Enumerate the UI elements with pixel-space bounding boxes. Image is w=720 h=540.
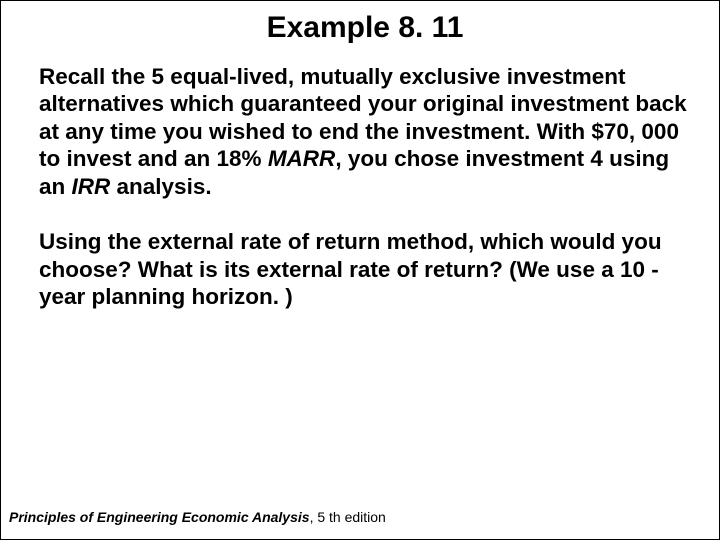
footer: Principles of Engineering Economic Analy… [9, 509, 386, 525]
p1-marr: MARR [268, 146, 336, 171]
paragraph-1: Recall the 5 equal-lived, mutually exclu… [39, 63, 691, 200]
slide-container: Example 8. 11 Recall the 5 equal-lived, … [1, 1, 719, 539]
p1-text-c: analysis. [110, 174, 211, 199]
slide-title: Example 8. 11 [39, 11, 691, 45]
paragraph-2: Using the external rate of return method… [39, 228, 691, 310]
footer-book-title: Principles of Engineering Economic Analy… [9, 509, 310, 525]
p1-irr: IRR [72, 174, 111, 199]
footer-edition: , 5 th edition [310, 509, 386, 525]
